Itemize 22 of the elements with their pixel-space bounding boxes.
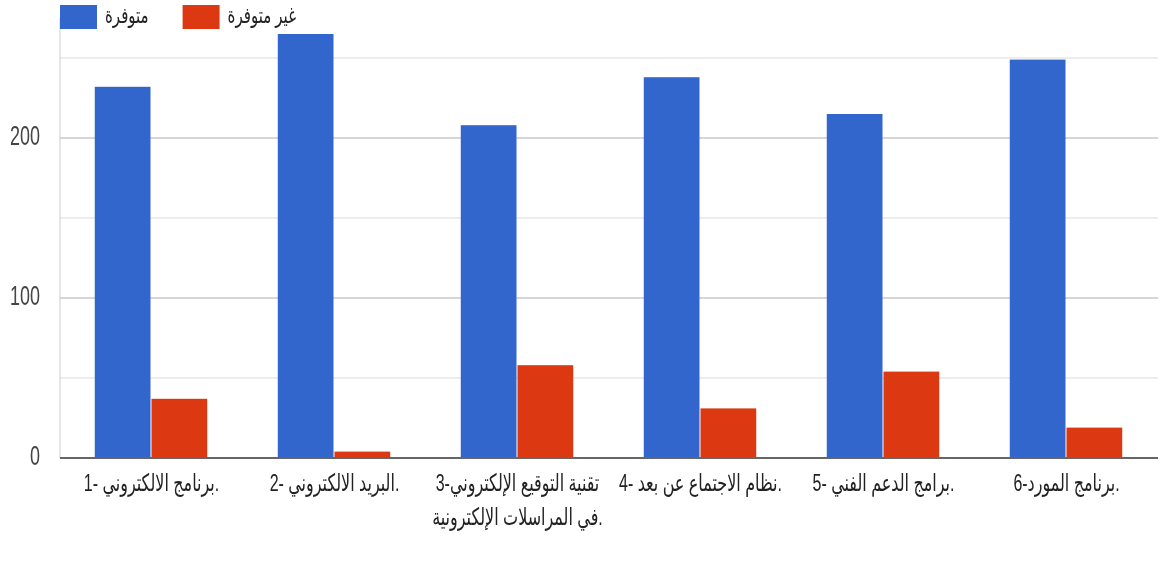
legend-label: غير متوفرة — [227, 3, 296, 29]
legend-label: متوفرة — [105, 3, 149, 29]
bar — [1066, 427, 1123, 458]
x-tick-label: 2- البريد الالكتروني. — [269, 469, 400, 499]
x-tick-label: 5- برامج الدعم الفني. — [812, 469, 955, 499]
bar — [826, 114, 883, 458]
bar — [700, 408, 757, 458]
bar — [643, 77, 700, 458]
bar — [277, 34, 334, 458]
y-tick-label: 100 — [9, 280, 40, 311]
bar — [460, 125, 517, 458]
x-tick-label: 6-برنامج المورد. — [1013, 469, 1120, 497]
x-tick-label: 4- نظام الاجتماع عن بعد. — [619, 469, 782, 497]
x-tick-label: 1- برنامج الالكتروني. — [83, 469, 220, 499]
y-tick-label: 0 — [29, 440, 40, 471]
bar — [94, 86, 151, 458]
x-tick-label: 3-تقنية التوقيع الإلكتروني في المراسلات الإلكترونية. — [432, 469, 603, 533]
bar — [517, 365, 574, 458]
bar — [883, 371, 940, 458]
y-tick-label: 200 — [9, 120, 40, 151]
bar — [1009, 59, 1066, 458]
bar — [151, 398, 208, 458]
